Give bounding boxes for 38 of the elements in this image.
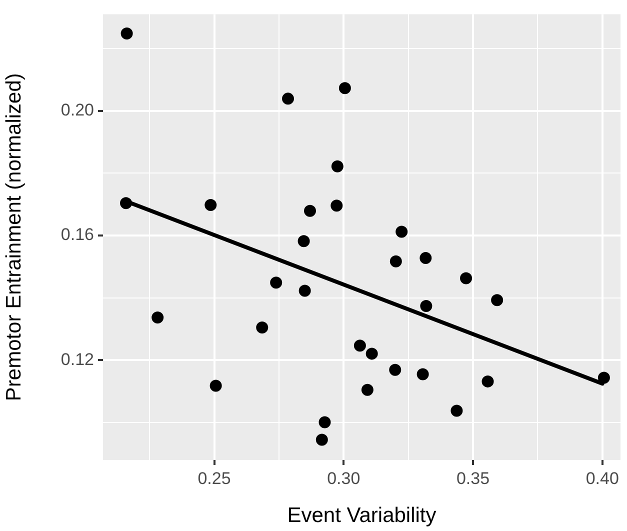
point [366,348,378,360]
x-tick-label: 0.40 [586,468,619,488]
point [256,322,268,334]
point [420,300,432,312]
point [482,375,494,388]
point [282,92,294,105]
point [270,276,282,289]
point [152,312,164,324]
y-axis-title: Premotor Entrainment (normalized) [2,73,26,402]
point [389,364,402,376]
point [316,434,328,446]
point [390,255,402,268]
point [460,272,472,284]
point [416,368,429,380]
point [204,198,217,211]
point [491,294,504,306]
x-tick-label: 0.25 [198,468,231,488]
y-tick-label: 0.12 [60,350,94,369]
y-tick-label: 0.20 [60,100,94,120]
point [331,160,344,172]
point [354,340,366,352]
point [318,416,331,428]
point [450,404,463,417]
x-tick-label: 0.35 [456,468,490,488]
x-tick-label: 0.30 [327,468,360,488]
point [396,226,408,238]
point [330,200,343,212]
point [361,384,374,396]
x-axis-title: Event Variability [287,504,437,528]
y-tick-label: 0.16 [60,225,94,244]
point [598,372,610,384]
point [298,235,310,248]
point [298,284,311,297]
point [304,204,316,217]
point [120,28,133,40]
point [420,252,432,264]
point [210,380,222,392]
point [338,82,351,94]
